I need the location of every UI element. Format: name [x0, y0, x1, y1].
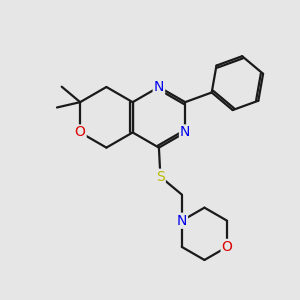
Text: O: O — [222, 240, 232, 254]
Text: S: S — [156, 170, 165, 184]
Text: N: N — [180, 125, 190, 140]
Text: N: N — [154, 80, 164, 94]
Text: O: O — [75, 125, 86, 140]
Text: N: N — [177, 214, 187, 228]
